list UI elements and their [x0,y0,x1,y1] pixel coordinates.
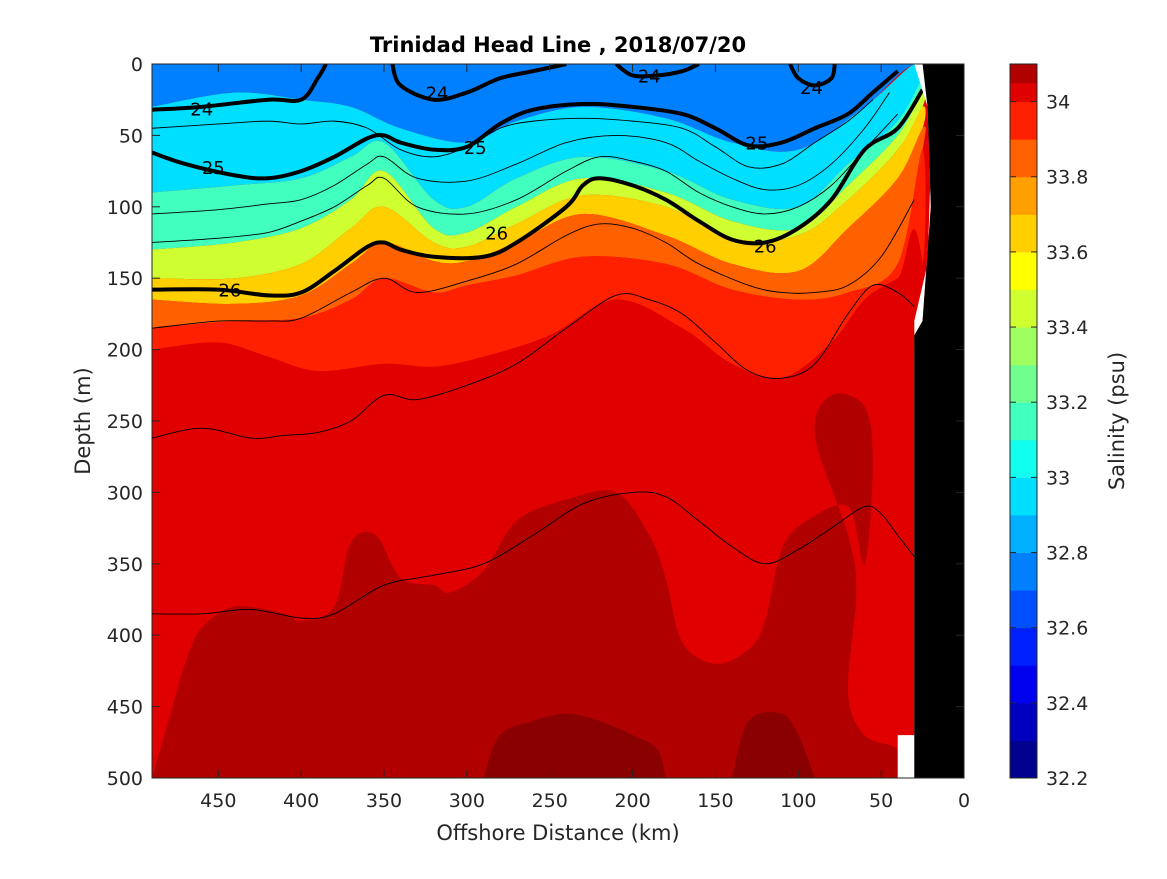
colorbar-tick-label: 32.8 [1046,543,1088,565]
density-contour-7 [152,283,915,439]
colorbar-segment [1010,139,1037,178]
colorbar-tick-label: 32.2 [1046,768,1088,790]
colorbar-segment [1010,740,1037,779]
deep-salinity-patch-0 [152,393,901,778]
y-tick-label: 200 [107,340,143,362]
y-tick-label: 400 [107,625,143,647]
x-tick-label: 300 [449,790,485,812]
colorbar-segment [1010,364,1037,403]
salinity-band-5 [152,126,926,329]
y-tick-label: 100 [107,197,143,219]
y-tick-label: 50 [119,125,143,147]
colorbar-segment [1010,289,1037,328]
contour-label-7: 26 [218,281,241,302]
contour-label-1: 24 [426,84,449,105]
colorbar-segment [1010,82,1037,103]
y-axis: 0 50 100 150 200 250 300 350 400 450 500 [107,54,964,790]
contour-label-4: 25 [202,158,225,179]
contour-label-8: 26 [485,224,508,245]
x-axis: 450 400 350 300 250 200 150 100 50 0 [200,64,970,812]
density-contour-9 [152,99,874,169]
y-tick-label: 250 [107,411,143,433]
y-tick-label: 350 [107,554,143,576]
colorbar-tick-label: 32.6 [1046,618,1088,640]
seafloor-land [914,64,964,778]
colorbar-segment [1010,101,1037,140]
density-contour-3 [788,64,837,88]
chart-title: Trinidad Head Line , 2018/07/20 [370,33,746,57]
colorbar-label: Salinity (psu) [1105,352,1129,490]
colorbar-segment [1010,402,1037,441]
colorbar-segment [1010,627,1037,666]
contour-label-9: 26 [754,236,777,257]
x-tick-label: 350 [366,790,402,812]
contour-label-3: 24 [800,78,823,99]
density-contour-0 [152,64,328,112]
colorbar-segment [1010,514,1037,554]
contour-label-5: 25 [464,138,487,159]
deep-salinity-patch-1 [483,713,666,778]
colorbar-segment [1010,477,1037,516]
colorbar-segment [1010,64,1037,84]
salinity-band-4 [152,106,926,304]
colorbar-tick-label: 33.6 [1046,242,1088,264]
colorbar-segment [1010,251,1037,290]
density-contour-2 [614,64,700,79]
salinity-band-3 [152,91,926,280]
y-tick-label: 150 [107,268,143,290]
x-tick-label: 100 [780,790,816,812]
y-axis-label: Depth (m) [71,367,95,474]
density-contour-4 [152,69,900,181]
colorbar-tick-label: 33.4 [1046,317,1088,339]
contour-label-6: 25 [745,134,768,155]
colorbar-frame [1009,63,1038,779]
y-tick-label: 500 [107,768,143,790]
y-tick-label: 0 [131,54,143,76]
contour-label-0: 24 [190,99,213,120]
plot-area: 24 24 24 24 25 25 25 26 26 26 [152,64,964,778]
colorbar-tick-label: 33 [1046,467,1070,489]
colorbar-segment [1010,590,1037,629]
density-contour-5 [152,88,925,298]
x-tick-label: 200 [614,790,650,812]
x-axis-label: Offshore Distance (km) [436,821,679,845]
colorbar-segment [1010,552,1037,591]
colorbar: 32.2 32.4 32.6 32.8 33 33.2 33.4 33.6 33.8 34 [1009,63,1088,790]
x-tick-label: 450 [200,790,236,812]
x-tick-label: 150 [697,790,733,812]
x-tick-label: 400 [283,790,319,812]
y-tick-label: 300 [107,482,143,504]
x-tick-label: 250 [532,790,568,812]
colorbar-segment [1010,702,1037,741]
density-contour-10 [152,92,890,215]
salinity-band-6 [152,149,926,379]
salinity-band-0 [152,64,964,152]
colorbar-tick-label: 33.8 [1046,167,1088,189]
colorbar-segment [1010,327,1037,366]
density-contour-1 [390,64,567,102]
colorbar-segment [1010,665,1037,704]
density-contour-8 [152,491,915,619]
x-tick-label: 50 [869,790,893,812]
colorbar-tick-label: 32.4 [1046,693,1088,715]
density-contour-6 [152,199,915,329]
salinity-band-1 [152,64,924,209]
deep-salinity-patch-2 [732,712,815,778]
x-tick-label: 0 [958,790,970,812]
colorbar-segment [1010,439,1037,478]
colorbar-segment [1010,176,1037,215]
colorbar-segment [1010,214,1037,253]
density-contour-11 [152,113,899,243]
colorbar-tick-label: 34 [1046,92,1070,114]
contour-label-2: 24 [638,66,661,87]
colorbar-tick-label: 33.2 [1046,392,1088,414]
y-tick-label: 450 [107,697,143,719]
